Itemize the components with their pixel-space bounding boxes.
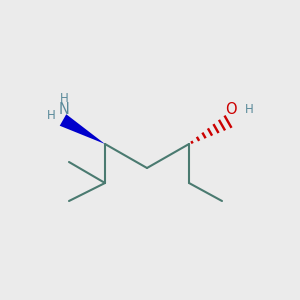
Text: O: O	[225, 102, 237, 117]
Text: H: H	[60, 92, 69, 106]
Polygon shape	[190, 140, 194, 144]
Polygon shape	[201, 132, 207, 139]
Text: N: N	[59, 102, 70, 117]
Text: H: H	[46, 109, 56, 122]
Polygon shape	[212, 124, 220, 134]
Polygon shape	[60, 114, 105, 144]
Text: H: H	[244, 103, 253, 116]
Polygon shape	[196, 136, 200, 142]
Polygon shape	[207, 128, 213, 136]
Polygon shape	[224, 115, 232, 128]
Polygon shape	[218, 119, 226, 131]
